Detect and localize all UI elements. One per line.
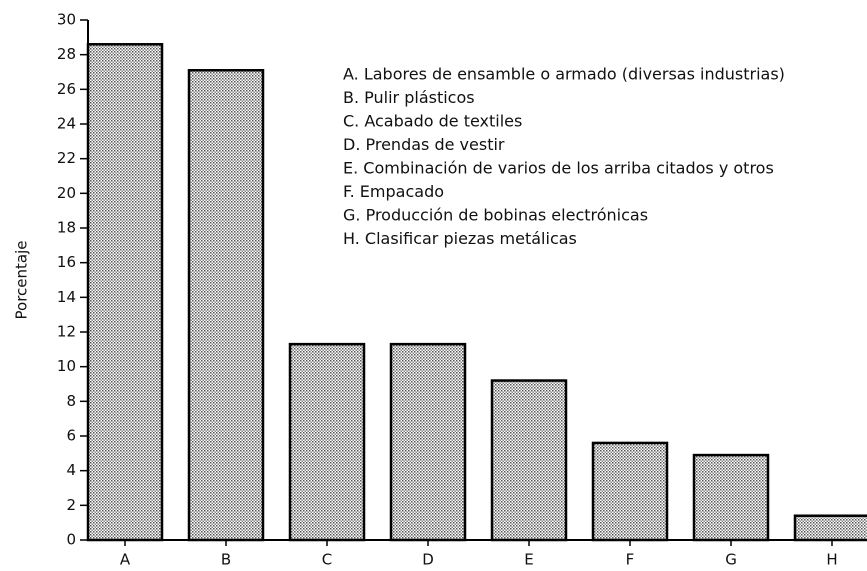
y-tick-label: 24 bbox=[57, 115, 76, 133]
y-tick-label: 8 bbox=[66, 392, 76, 410]
legend-item: D. Prendas de vestir bbox=[343, 135, 505, 154]
x-tick-label: A bbox=[120, 551, 131, 569]
y-tick-label: 14 bbox=[57, 288, 76, 306]
y-tick-label: 30 bbox=[57, 11, 76, 29]
bar bbox=[591, 441, 669, 542]
x-tick-label: H bbox=[826, 551, 837, 569]
bar bbox=[288, 342, 366, 542]
y-tick-label: 2 bbox=[66, 496, 76, 514]
y-tick-label: 4 bbox=[66, 461, 76, 479]
legend-item: B. Pulir plásticos bbox=[343, 88, 475, 107]
bar bbox=[490, 379, 568, 542]
y-axis-label: Porcentaje bbox=[13, 241, 31, 320]
legend-item: H. Clasificar piezas metálicas bbox=[343, 229, 577, 248]
y-tick-label: 12 bbox=[57, 323, 76, 341]
x-tick-label: F bbox=[626, 551, 635, 569]
x-tick-label: E bbox=[524, 551, 533, 569]
x-tick-label: D bbox=[422, 551, 434, 569]
y-tick-label: 22 bbox=[57, 149, 76, 167]
bar bbox=[793, 514, 867, 542]
legend-item: C. Acabado de textiles bbox=[343, 112, 522, 131]
legend-item: A. Labores de ensamble o armado (diversa… bbox=[343, 65, 785, 84]
bar bbox=[187, 69, 265, 542]
y-tick-label: 0 bbox=[66, 531, 76, 549]
y-tick-label: 28 bbox=[57, 45, 76, 63]
bar bbox=[692, 453, 770, 542]
y-tick-label: 26 bbox=[57, 80, 76, 98]
x-tick-label: C bbox=[322, 551, 332, 569]
y-tick-label: 10 bbox=[57, 357, 76, 375]
y-tick-label: 18 bbox=[57, 219, 76, 237]
legend-item: G. Producción de bobinas electrónicas bbox=[343, 206, 648, 225]
bar bbox=[389, 342, 467, 542]
y-tick-label: 20 bbox=[57, 184, 76, 202]
legend-item: F. Empacado bbox=[343, 182, 444, 201]
x-tick-label: B bbox=[221, 551, 231, 569]
bar bbox=[86, 43, 164, 542]
y-tick-label: 16 bbox=[57, 253, 76, 271]
y-tick-label: 6 bbox=[66, 427, 76, 445]
x-tick-label: G bbox=[725, 551, 737, 569]
legend-item: E. Combinación de varios de los arriba c… bbox=[343, 159, 774, 178]
